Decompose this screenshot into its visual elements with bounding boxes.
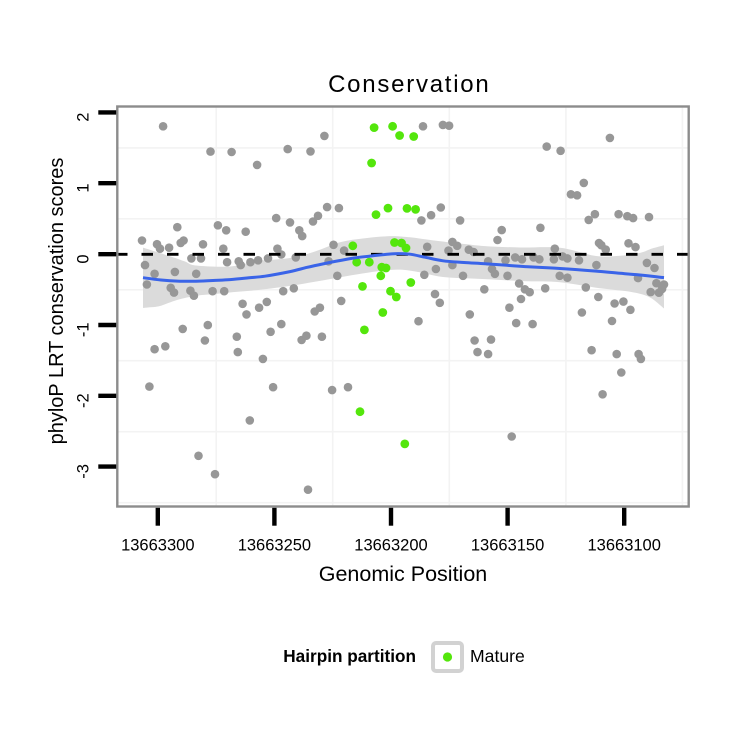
svg-text:1: 1 [74,183,92,192]
svg-text:13663300: 13663300 [121,537,194,555]
svg-text:Conservation: Conservation [328,71,490,98]
svg-text:Hairpin partition: Hairpin partition [283,646,416,666]
svg-text:Genomic Position: Genomic Position [319,562,488,586]
svg-text:phyloP LRT conservation scores: phyloP LRT conservation scores [46,158,68,445]
svg-text:-2: -2 [74,393,92,408]
svg-text:Mature: Mature [470,646,525,666]
svg-text:0: 0 [74,254,92,263]
svg-text:13663200: 13663200 [354,537,427,555]
svg-text:13663250: 13663250 [238,537,311,555]
svg-text:-3: -3 [74,464,92,479]
svg-text:-1: -1 [74,322,92,337]
svg-text:13663150: 13663150 [471,537,544,555]
svg-text:13663100: 13663100 [587,537,660,555]
svg-text:2: 2 [74,113,92,122]
